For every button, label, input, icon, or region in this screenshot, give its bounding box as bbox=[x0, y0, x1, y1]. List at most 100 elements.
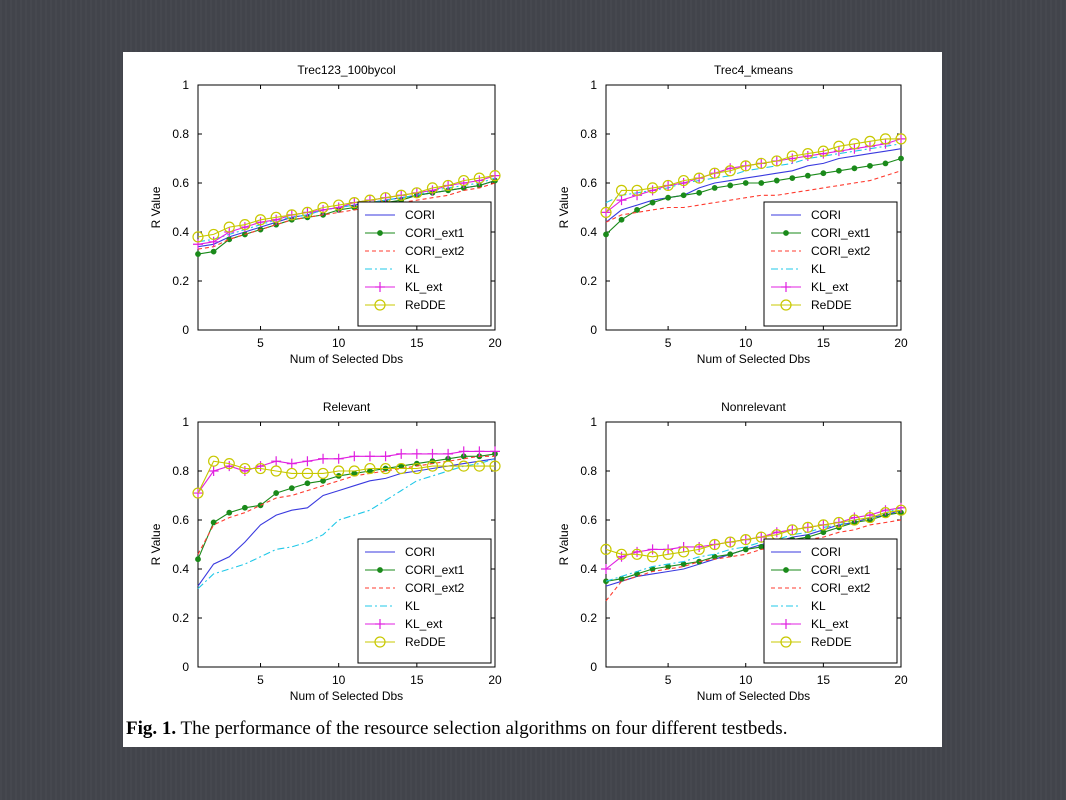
data-point-ReDDE bbox=[693, 172, 705, 184]
legend-marker-CORI_ext1 bbox=[377, 567, 383, 573]
figure-caption-label: Fig. 1. bbox=[126, 718, 177, 739]
data-point-ReDDE bbox=[646, 182, 659, 194]
data-point-ReDDE bbox=[771, 155, 783, 167]
data-point-ReDDE bbox=[709, 538, 721, 551]
x-tick-label: 20 bbox=[894, 336, 908, 350]
series-line-ReDDE bbox=[197, 460, 495, 494]
legend-label: KL_ext bbox=[405, 280, 443, 294]
data-point-ReDDE bbox=[724, 536, 736, 548]
legend-label: ReDDE bbox=[405, 635, 446, 649]
data-point-CORI_ext1 bbox=[680, 192, 687, 199]
data-point-CORI_ext1 bbox=[711, 185, 718, 191]
data-point-ReDDE bbox=[879, 507, 892, 519]
figure-caption: Fig. 1. The performance of the resource … bbox=[126, 718, 936, 740]
data-point-ReDDE bbox=[442, 179, 454, 192]
y-tick-label: 0.6 bbox=[580, 176, 597, 190]
series-line-CORI_ext2 bbox=[605, 170, 902, 223]
y-tick-label: 1 bbox=[590, 415, 597, 429]
data-point-ReDDE bbox=[364, 462, 376, 475]
data-point-KL_ext bbox=[474, 446, 485, 457]
data-point-ReDDE bbox=[833, 516, 845, 529]
y-tick-label: 0.6 bbox=[580, 513, 597, 527]
x-tick-label: 5 bbox=[665, 336, 672, 350]
data-point-ReDDE bbox=[426, 182, 439, 194]
y-tick-label: 0.8 bbox=[172, 464, 189, 478]
data-point-CORI_ext1 bbox=[882, 160, 889, 167]
data-point-KL_ext bbox=[271, 456, 282, 467]
data-point-ReDDE bbox=[348, 465, 360, 477]
data-point-ReDDE bbox=[631, 184, 643, 196]
y-tick-label: 0.4 bbox=[580, 225, 597, 239]
data-point-ReDDE bbox=[411, 462, 423, 475]
data-point-KL_ext bbox=[849, 512, 860, 523]
data-point-KL_ext bbox=[208, 236, 219, 247]
data-point-ReDDE bbox=[458, 460, 470, 472]
legend-marker-CORI_ext1 bbox=[783, 230, 789, 236]
legend-label: CORI bbox=[811, 545, 841, 559]
data-point-ReDDE bbox=[223, 458, 235, 470]
x-axis-label: Num of Selected Dbs bbox=[290, 689, 403, 703]
data-point-ReDDE bbox=[709, 167, 721, 179]
legend-label: CORI_ext2 bbox=[405, 244, 465, 258]
legend-marker-ReDDE bbox=[374, 636, 386, 648]
data-point-KL_ext bbox=[616, 551, 627, 562]
y-tick-label: 0.6 bbox=[172, 513, 189, 527]
data-point-CORI_ext1 bbox=[195, 251, 201, 257]
data-point-ReDDE bbox=[724, 165, 736, 177]
legend-label: CORI bbox=[405, 545, 435, 559]
x-tick-label: 10 bbox=[739, 673, 753, 687]
data-point-ReDDE bbox=[864, 511, 876, 524]
data-point-ReDDE bbox=[395, 189, 407, 201]
data-point-KL_ext bbox=[443, 448, 454, 459]
data-point-ReDDE bbox=[192, 487, 204, 499]
legend-marker-ReDDE bbox=[374, 299, 386, 311]
data-point-ReDDE bbox=[426, 460, 439, 472]
y-tick-label: 0.2 bbox=[172, 274, 189, 288]
data-point-KL_ext bbox=[616, 195, 627, 206]
x-tick-label: 15 bbox=[817, 673, 831, 687]
series-line-CORI_ext2 bbox=[197, 182, 496, 250]
y-tick-label: 0 bbox=[590, 323, 597, 337]
data-point-KL_ext bbox=[364, 451, 375, 462]
x-tick-label: 15 bbox=[410, 336, 424, 350]
series-line-CORI_ext2 bbox=[605, 519, 902, 602]
data-point-ReDDE bbox=[879, 133, 892, 145]
data-point-CORI_ext1 bbox=[210, 519, 217, 526]
data-point-CORI_ext1 bbox=[649, 199, 656, 206]
legend-label: CORI_ext2 bbox=[811, 244, 871, 258]
data-point-ReDDE bbox=[615, 184, 628, 196]
legend-label: CORI bbox=[811, 208, 841, 222]
data-point-ReDDE bbox=[786, 150, 798, 162]
series-line-ReDDE bbox=[605, 509, 902, 558]
data-point-KL_ext bbox=[678, 178, 689, 188]
data-point-CORI_ext1 bbox=[304, 480, 311, 487]
legend-label: ReDDE bbox=[811, 298, 852, 312]
legend-marker-CORI_ext1 bbox=[783, 567, 789, 573]
legend-label: CORI_ext1 bbox=[405, 226, 465, 240]
series-line-KL bbox=[197, 458, 496, 590]
data-point-KL_ext bbox=[302, 456, 313, 467]
y-tick-label: 0.8 bbox=[580, 464, 597, 478]
data-point-KL_ext bbox=[474, 175, 485, 186]
charts-canvas: 00.20.40.60.815 10 15 20Trec123_100bycolNum… bbox=[149, 63, 908, 703]
data-point-ReDDE bbox=[740, 160, 752, 172]
data-point-ReDDE bbox=[270, 465, 282, 477]
data-point-KL_ext bbox=[647, 185, 658, 196]
y-axis-label: R Value bbox=[557, 186, 571, 228]
series-line-ReDDE bbox=[197, 175, 496, 238]
data-point-CORI_ext1 bbox=[226, 236, 233, 243]
data-point-ReDDE bbox=[646, 551, 659, 563]
data-point-CORI_ext1 bbox=[320, 477, 326, 484]
data-point-ReDDE bbox=[286, 467, 298, 480]
legend-label: KL bbox=[405, 599, 420, 613]
data-point-KL_ext bbox=[380, 451, 391, 462]
data-point-KL_ext bbox=[239, 466, 250, 476]
data-point-CORI_ext1 bbox=[742, 546, 749, 553]
y-tick-label: 0 bbox=[182, 660, 189, 674]
x-tick-label: 10 bbox=[332, 336, 346, 350]
data-point-CORI_ext1 bbox=[618, 216, 625, 223]
data-point-ReDDE bbox=[473, 172, 485, 184]
data-point-CORI_ext1 bbox=[835, 167, 842, 174]
